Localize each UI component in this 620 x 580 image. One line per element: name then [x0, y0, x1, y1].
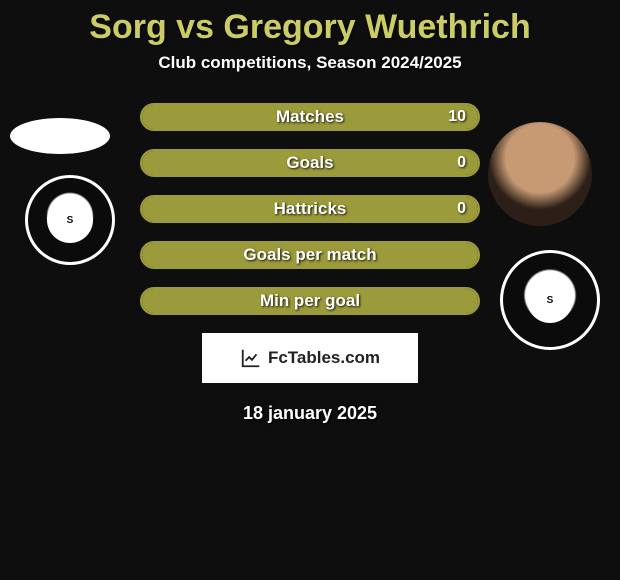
stat-row: Hattricks0: [140, 195, 480, 223]
stat-label: Hattricks: [142, 199, 478, 219]
stat-bars: Matches10Goals0Hattricks0Goals per match…: [140, 103, 480, 315]
brand-watermark: FcTables.com: [202, 333, 418, 383]
stat-row: Matches10: [140, 103, 480, 131]
stat-label: Min per goal: [142, 291, 478, 311]
brand-text: FcTables.com: [268, 348, 380, 368]
stat-label: Matches: [142, 107, 478, 127]
date-line: 18 january 2025: [0, 403, 620, 424]
stat-row: Goals0: [140, 149, 480, 177]
stat-row: Min per goal: [140, 287, 480, 315]
stat-value-right: 0: [457, 200, 466, 218]
stat-row: Goals per match: [140, 241, 480, 269]
stat-value-right: 10: [448, 108, 466, 126]
page-title: Sorg vs Gregory Wuethrich: [0, 0, 620, 53]
stat-value-right: 0: [457, 154, 466, 172]
page-subtitle: Club competitions, Season 2024/2025: [0, 53, 620, 73]
chart-icon: [240, 347, 262, 369]
stats-layout: Matches10Goals0Hattricks0Goals per match…: [0, 103, 620, 315]
stat-label: Goals per match: [142, 245, 478, 265]
stat-label: Goals: [142, 153, 478, 173]
